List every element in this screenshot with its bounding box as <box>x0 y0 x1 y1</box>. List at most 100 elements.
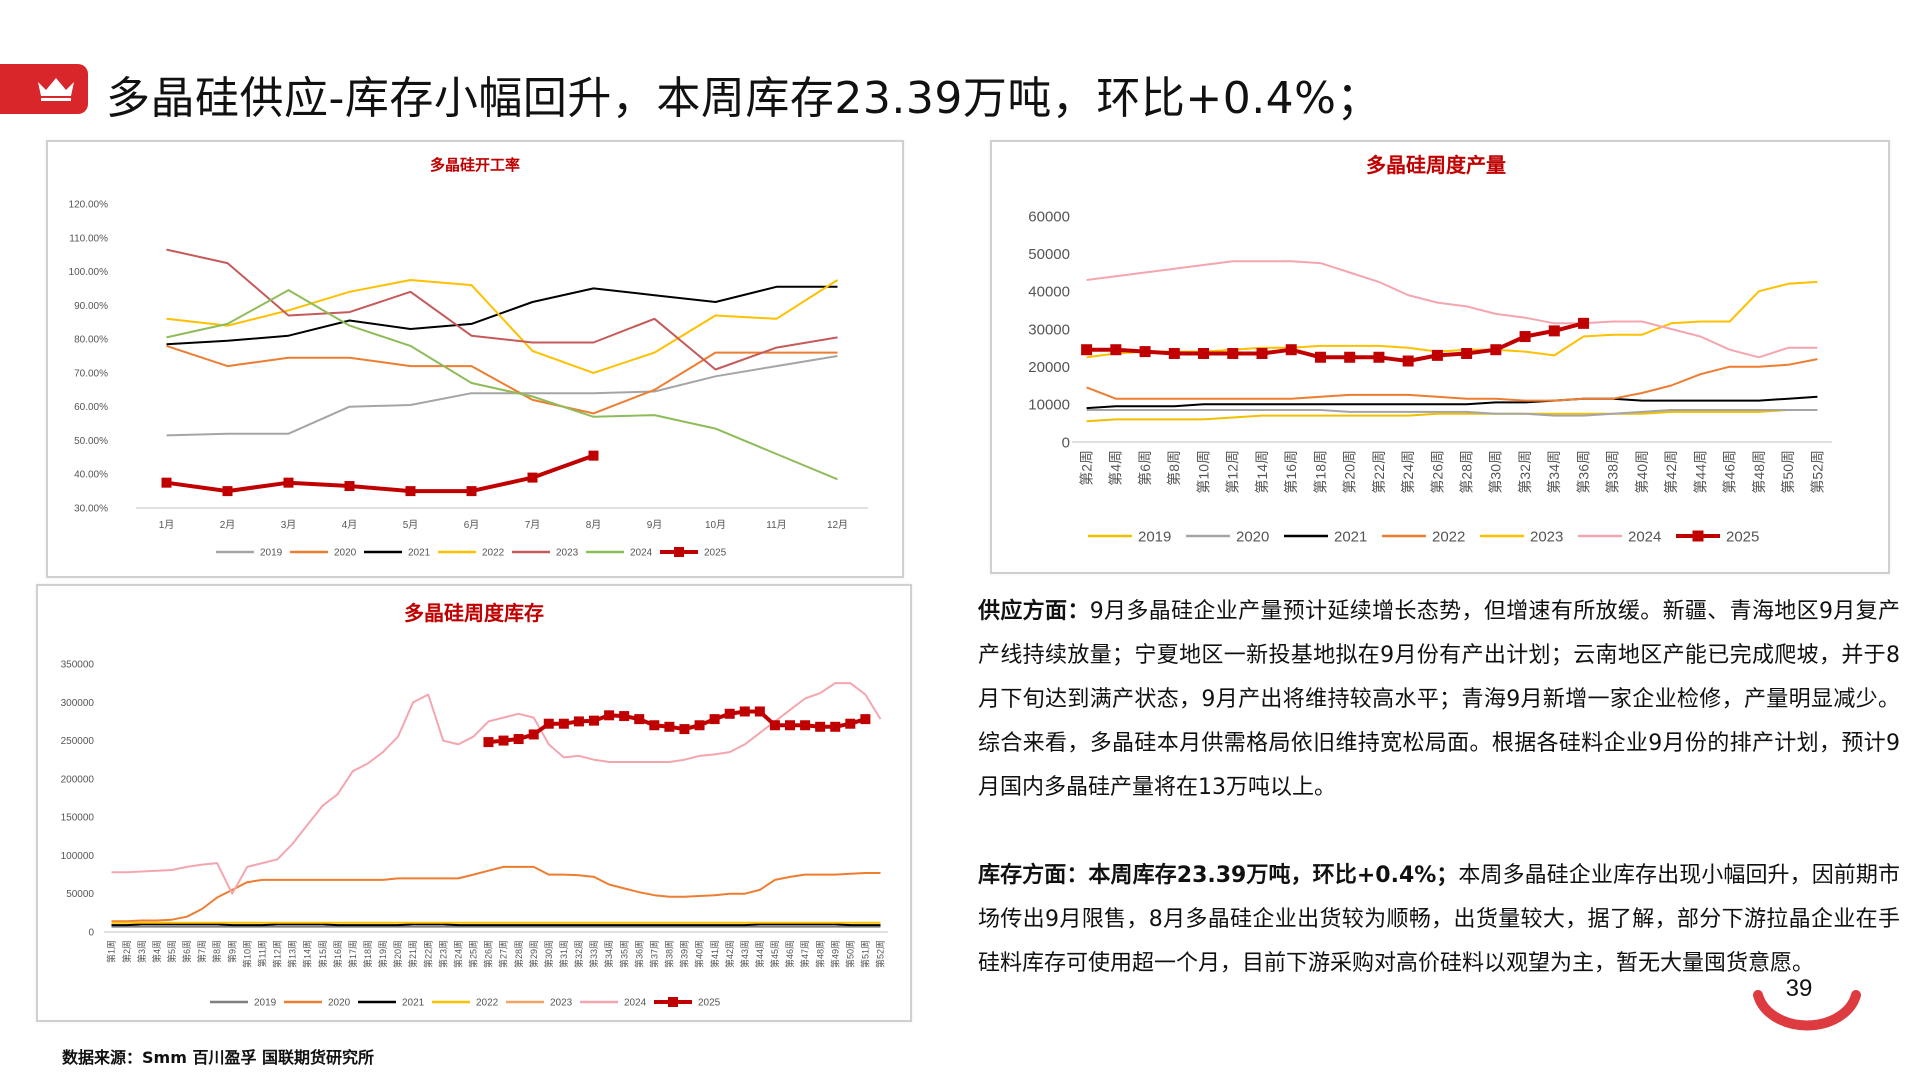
supply-paragraph: 供应方面：9月多晶硅企业产量预计延续增长态势，但增速有所放缓。新疆、青海地区9月… <box>978 590 1900 810</box>
x-tick-label: 第23周 <box>437 940 448 968</box>
x-tick-label: 第34周 <box>603 940 614 968</box>
supply-text: 9月多晶硅企业产量预计延续增长态势，但增速有所放缓。新疆、青海地区9月复产产线持… <box>978 599 1900 800</box>
legend-label-2019: 2019 <box>1138 528 1171 545</box>
x-tick-label: 第22周 <box>1371 450 1387 494</box>
x-tick-label: 1月 <box>159 519 175 531</box>
x-tick-label: 第38周 <box>1605 450 1621 494</box>
series-point-2025 <box>513 734 524 745</box>
x-tick-label: 第24周 <box>452 940 463 968</box>
series-point-2025 <box>588 450 599 461</box>
x-tick-label: 第17周 <box>347 940 358 968</box>
series-point-2025 <box>1578 317 1590 329</box>
legend-label-2019: 2019 <box>254 998 277 1009</box>
series-point-2025 <box>222 486 233 497</box>
x-tick-label: 第44周 <box>754 940 765 968</box>
x-tick-label: 第12周 <box>1225 450 1241 494</box>
x-tick-label: 3月 <box>281 519 297 531</box>
x-tick-label: 第14周 <box>302 940 313 968</box>
series-point-2025 <box>1256 347 1268 359</box>
x-tick-label: 第11周 <box>256 940 267 967</box>
y-tick-label: 50.00% <box>74 436 108 447</box>
stock-highlight: 本周库存23.39万吨，环比+0.4%； <box>1088 863 1459 888</box>
x-tick-label: 第8周 <box>211 940 222 963</box>
y-tick-label: 40000 <box>1028 284 1070 301</box>
x-tick-label: 第20周 <box>392 940 403 968</box>
x-tick-label: 第43周 <box>739 940 750 968</box>
x-tick-label: 第33周 <box>588 940 599 968</box>
series-point-2025 <box>739 706 750 717</box>
x-tick-label: 12月 <box>827 519 848 531</box>
x-tick-label: 第52周 <box>875 940 886 968</box>
page-arc-decoration <box>1753 990 1861 1031</box>
legend-label-2023: 2023 <box>550 998 573 1009</box>
x-tick-label: 6月 <box>464 519 480 531</box>
y-tick-label: 200000 <box>61 774 95 785</box>
x-tick-label: 第39周 <box>679 940 690 968</box>
series-point-2025 <box>1344 351 1356 363</box>
x-tick-label: 第27周 <box>498 940 509 968</box>
y-tick-label: 70.00% <box>74 368 108 379</box>
x-tick-label: 第30周 <box>543 940 554 968</box>
legend-marker-2025 <box>1692 530 1704 542</box>
x-tick-label: 第52周 <box>1809 450 1825 494</box>
legend-label-2020: 2020 <box>1236 528 1269 545</box>
legend-label-2022: 2022 <box>476 998 499 1009</box>
x-tick-label: 第36周 <box>1575 450 1591 494</box>
data-source: 数据来源：Smm 百川盈孚 国联期货研究所 <box>62 1048 375 1067</box>
chart-weekly-inventory: 多晶硅周度库存 0 50000 100000 150000 200000 250000 300… <box>36 584 912 1022</box>
x-tick-label: 第9周 <box>226 940 237 963</box>
x-tick-label: 第35周 <box>618 940 629 968</box>
x-tick-label: 第47周 <box>799 940 810 968</box>
text-panel: 供应方面：9月多晶硅企业产量预计延续增长态势，但增速有所放缓。新疆、青海地区9月… <box>978 590 1900 1030</box>
x-tick-label: 第20周 <box>1342 450 1358 494</box>
x-tick-label: 第42周 <box>724 940 735 968</box>
series-point-2025 <box>1110 344 1122 356</box>
x-tick-label: 第15周 <box>317 940 328 968</box>
y-tick-label: 350000 <box>61 660 95 671</box>
series-point-2025 <box>558 718 569 729</box>
series-point-2025 <box>1285 344 1297 356</box>
x-tick-label: 第48周 <box>814 940 825 968</box>
page-number: 39 <box>1785 975 1813 1002</box>
series-line-2025 <box>166 453 595 494</box>
series-point-2025 <box>1314 351 1326 363</box>
x-tick-label: 第45周 <box>769 940 780 968</box>
y-tick-label: 50000 <box>1028 246 1070 263</box>
x-tick-label: 第18周 <box>362 940 373 968</box>
series-point-2025 <box>1227 347 1239 359</box>
crown-icon <box>38 78 74 101</box>
series-point-2025 <box>1548 325 1560 337</box>
series-line-2023 <box>1086 280 1818 359</box>
y-tick-label: 60000 <box>1028 208 1070 225</box>
x-tick-label: 5月 <box>403 519 419 531</box>
series-point-2025 <box>1490 344 1502 356</box>
x-tick-label: 第16周 <box>1283 450 1299 494</box>
series-point-2025 <box>1081 344 1093 356</box>
x-tick-label: 第32周 <box>1517 450 1533 494</box>
series-line-2020 <box>111 865 881 923</box>
x-tick-label: 第21周 <box>407 940 418 968</box>
legend-label-2025: 2025 <box>698 998 721 1009</box>
x-tick-label: 第40周 <box>1634 450 1650 494</box>
x-tick-label: 第31周 <box>558 940 569 968</box>
x-tick-label: 第6周 <box>181 940 192 963</box>
x-tick-label: 8月 <box>586 519 602 531</box>
series-point-2025 <box>800 720 811 731</box>
x-tick-label: 9月 <box>647 519 663 531</box>
series-point-2025 <box>830 721 841 732</box>
series-point-2025 <box>405 486 416 497</box>
x-tick-label: 10月 <box>705 519 726 531</box>
x-tick-label: 第19周 <box>377 940 388 968</box>
y-tick-label: 0 <box>88 928 94 939</box>
page-title: 多晶硅供应-库存小幅回升，本周库存23.39万吨，环比+0.4%； <box>106 73 1381 124</box>
series-point-2025 <box>466 486 477 497</box>
x-tick-label: 第26周 <box>483 940 494 968</box>
series-point-2025 <box>845 718 856 729</box>
legend-label-2024: 2024 <box>1628 528 1661 545</box>
x-tick-label: 第44周 <box>1692 450 1708 494</box>
x-tick-label: 第16周 <box>332 940 343 968</box>
x-tick-label: 第2周 <box>121 940 132 963</box>
legend-label-2024: 2024 <box>630 548 653 559</box>
series-point-2025 <box>1198 347 1210 359</box>
y-tick-label: 50000 <box>66 889 94 900</box>
